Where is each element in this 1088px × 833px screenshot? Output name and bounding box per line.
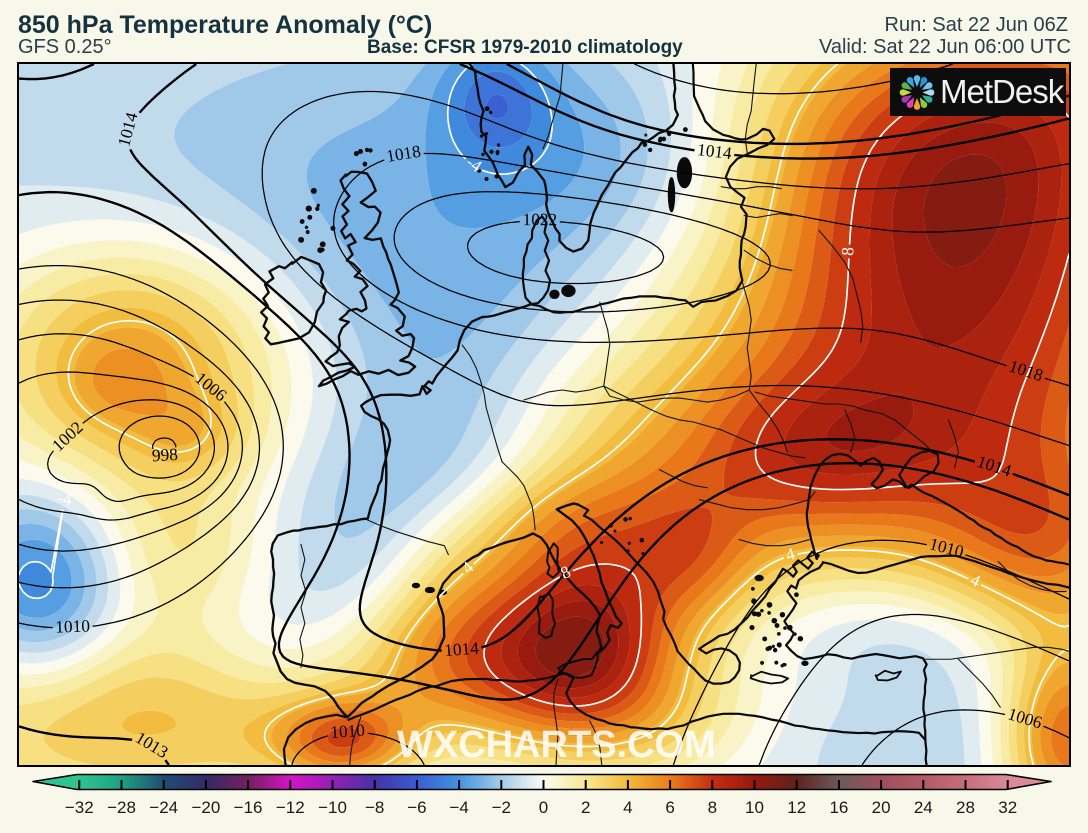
svg-text:6: 6 xyxy=(665,798,674,817)
svg-text:−8: −8 xyxy=(365,798,384,817)
svg-text:1014: 1014 xyxy=(696,140,733,163)
svg-text:−28: −28 xyxy=(107,798,136,817)
svg-text:16: 16 xyxy=(829,798,848,817)
svg-text:20: 20 xyxy=(872,798,891,817)
svg-text:−20: −20 xyxy=(191,798,220,817)
svg-text:998: 998 xyxy=(151,445,178,465)
svg-text:−2: −2 xyxy=(492,798,511,817)
svg-text:−16: −16 xyxy=(234,798,263,817)
svg-text:28: 28 xyxy=(956,798,975,817)
svg-text:8: 8 xyxy=(838,247,857,257)
svg-text:-4: -4 xyxy=(56,488,74,509)
svg-text:24: 24 xyxy=(914,798,933,817)
svg-text:1022: 1022 xyxy=(523,210,558,229)
svg-text:0: 0 xyxy=(539,798,548,817)
svg-text:−32: −32 xyxy=(65,798,94,817)
svg-text:2: 2 xyxy=(581,798,590,817)
svg-text:8: 8 xyxy=(708,798,717,817)
svg-text:10: 10 xyxy=(745,798,764,817)
svg-text:−24: −24 xyxy=(149,798,178,817)
svg-text:−10: −10 xyxy=(318,798,347,817)
svg-text:12: 12 xyxy=(787,798,806,817)
svg-text:−6: −6 xyxy=(407,798,426,817)
svg-text:−4: −4 xyxy=(449,798,468,817)
svg-text:32: 32 xyxy=(998,798,1017,817)
svg-text:4: 4 xyxy=(623,798,632,817)
svg-text:−12: −12 xyxy=(276,798,305,817)
svg-text:1014: 1014 xyxy=(444,639,480,661)
svg-text:1010: 1010 xyxy=(55,616,90,636)
svg-text:1010: 1010 xyxy=(330,721,366,742)
